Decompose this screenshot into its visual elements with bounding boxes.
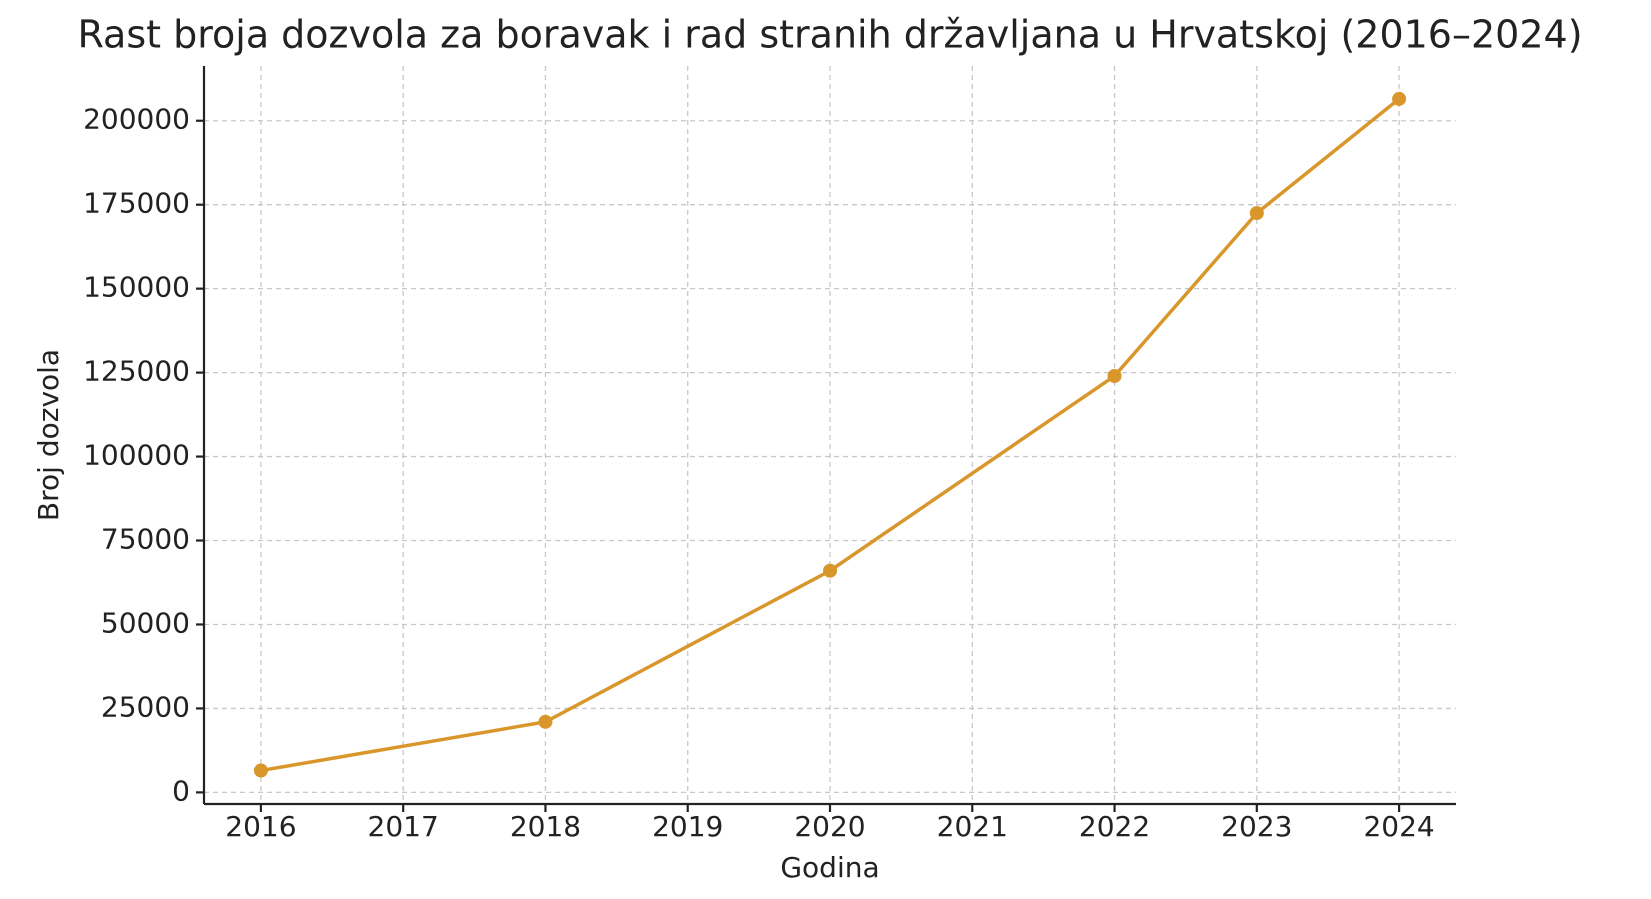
x-tick-label: 2016 — [225, 810, 296, 843]
y-tick-label: 200000 — [83, 103, 190, 136]
y-axis-label: Broj dozvola — [32, 349, 65, 521]
x-tick-label: 2021 — [937, 810, 1008, 843]
marker — [538, 714, 553, 729]
x-tick-label: 2024 — [1363, 810, 1434, 843]
x-tick-label: 2017 — [368, 810, 439, 843]
marker — [1249, 206, 1264, 221]
x-tick-label: 2020 — [794, 810, 865, 843]
marker — [823, 563, 837, 578]
x-tick-label: 2023 — [1221, 810, 1292, 843]
y-tick-label: 0 — [172, 774, 190, 807]
x-tick-label: 2018 — [510, 810, 581, 843]
chart-title: Rast broja dozvola za boravak i rad stra… — [77, 13, 1582, 57]
y-tick-label: 100000 — [83, 439, 190, 472]
y-tick-label: 50000 — [101, 606, 190, 639]
y-tick-label: 150000 — [83, 271, 190, 304]
y-tick-label: 75000 — [101, 523, 190, 556]
x-tick-label: 2019 — [652, 810, 723, 843]
y-tick-label: 25000 — [101, 690, 190, 723]
y-tick-label: 175000 — [83, 187, 190, 220]
x-tick-label: 2022 — [1079, 810, 1150, 843]
line — [260, 97, 1401, 773]
y-tick-label: 125000 — [83, 355, 190, 388]
x-axis-label: Godina — [780, 851, 879, 884]
marker — [1107, 368, 1122, 383]
marker — [253, 763, 268, 778]
marker — [1392, 91, 1407, 106]
